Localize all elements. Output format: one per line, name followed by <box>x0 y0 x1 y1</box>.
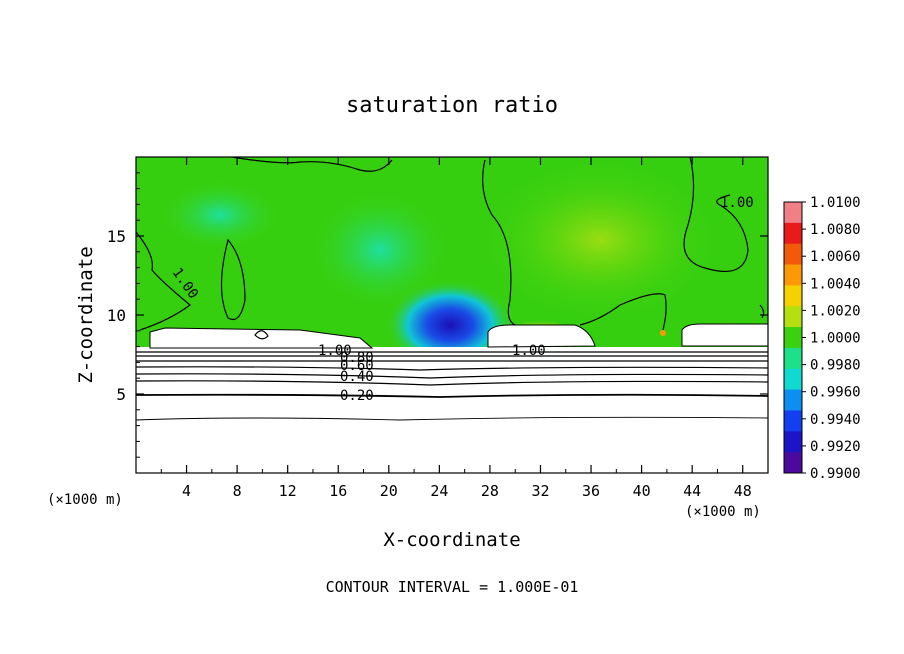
contour-label: 1.00 <box>318 343 352 359</box>
contour-label: 0.60 <box>340 358 374 374</box>
dry-region <box>136 347 768 473</box>
colorbar-label: 0.9920 <box>810 439 861 455</box>
plot-area <box>136 157 768 473</box>
contour-line-1.00 <box>759 304 765 319</box>
x-tick-label: 32 <box>531 482 549 500</box>
x-tick-label: 40 <box>633 482 651 500</box>
contour-line <box>136 373 768 379</box>
contour-line-1.00 <box>683 157 749 272</box>
x-tick-label: 24 <box>430 482 448 500</box>
contour-label: 0.80 <box>340 350 374 366</box>
colorbar-swatch <box>784 327 802 349</box>
x-axis-label: X-coordinate <box>383 529 520 551</box>
x-tick-label: 12 <box>279 482 297 500</box>
colorbar-label: 0.9960 <box>810 385 861 401</box>
colorbar-swatch <box>784 410 802 432</box>
contour-line <box>136 393 768 398</box>
chart-title: saturation ratio <box>346 93 558 118</box>
colorbar-label: 1.0100 <box>810 195 861 211</box>
colorbar-swatch <box>784 243 802 266</box>
x-tick-label: 28 <box>481 482 499 500</box>
colorbar-label: 1.0000 <box>810 331 861 347</box>
colorbar-swatch <box>784 452 802 474</box>
light-green-region <box>480 160 720 320</box>
x-unit-left: (×1000 m) <box>47 492 123 508</box>
y-tick-label: 5 <box>116 385 126 404</box>
contour-line-1.00 <box>136 231 191 331</box>
y-axis-label: Z-coordinate <box>75 246 97 383</box>
colorbar-swatch <box>784 431 802 453</box>
colorbar-swatch <box>784 202 802 224</box>
x-tick-label: 16 <box>329 482 347 500</box>
contour-label: 0.20 <box>340 388 374 404</box>
cyan-region-2 <box>160 180 280 250</box>
x-unit-right: (×1000 m) <box>685 504 761 520</box>
contour-line-1.00 <box>254 330 269 340</box>
cloud-patch-middle <box>487 324 596 348</box>
colorbar-swatch <box>784 306 802 328</box>
y-axis: 5 10 15 <box>107 172 768 458</box>
colorbar-label: 0.9940 <box>810 412 861 428</box>
contour-line-1.00 <box>231 157 393 172</box>
colorbar-label: 0.9980 <box>810 358 861 374</box>
contour-line <box>136 366 768 371</box>
contour-line-1.00 <box>579 293 667 331</box>
colorbar-swatch <box>784 368 802 391</box>
colorbar-swatch <box>784 222 802 245</box>
x-tick-label: 48 <box>734 482 752 500</box>
cloud-patch-left <box>149 327 374 349</box>
orange-fleck <box>660 330 666 336</box>
x-tick-label: 4 <box>182 482 191 500</box>
contour-line-1.00 <box>220 238 246 321</box>
colorbar-label: 1.0020 <box>810 303 861 319</box>
x-axis: 4 8 12 16 20 24 28 32 36 40 44 48 <box>160 157 752 500</box>
colorbar-swatch <box>784 285 802 307</box>
x-tick-label: 20 <box>380 482 398 500</box>
x-tick-label: 44 <box>683 482 701 500</box>
colorbar-swatch <box>784 389 802 411</box>
colorbar-label: 1.0040 <box>810 276 861 292</box>
cloud-patch-right <box>681 323 768 347</box>
contour-label: 1.00 <box>512 343 546 359</box>
colorbar-swatch <box>784 264 802 286</box>
colorbar-label: 1.0060 <box>810 249 861 265</box>
x-tick-label: 8 <box>233 482 242 500</box>
contour-interval-note: CONTOUR INTERVAL = 1.000E-01 <box>326 578 579 596</box>
colorbar-label: 0.9900 <box>810 466 861 482</box>
y-tick-label: 10 <box>107 306 126 325</box>
colorbar-label: 1.0080 <box>810 222 861 238</box>
contour-line <box>136 380 768 386</box>
contour-line-1.00 <box>482 159 516 326</box>
contour-label: 0.40 <box>340 369 374 385</box>
colorbar-swatch <box>784 347 802 370</box>
colorbar: 1.0100 1.0080 1.0060 1.0040 1.0020 1.0000 0.99… <box>783 195 861 482</box>
contour-lines <box>136 157 768 421</box>
contour-label: 1.00 <box>720 195 754 211</box>
contour-line <box>136 416 768 421</box>
y-tick-label: 15 <box>107 227 126 246</box>
x-tick-label: 36 <box>582 482 600 500</box>
cyan-region <box>310 190 450 310</box>
